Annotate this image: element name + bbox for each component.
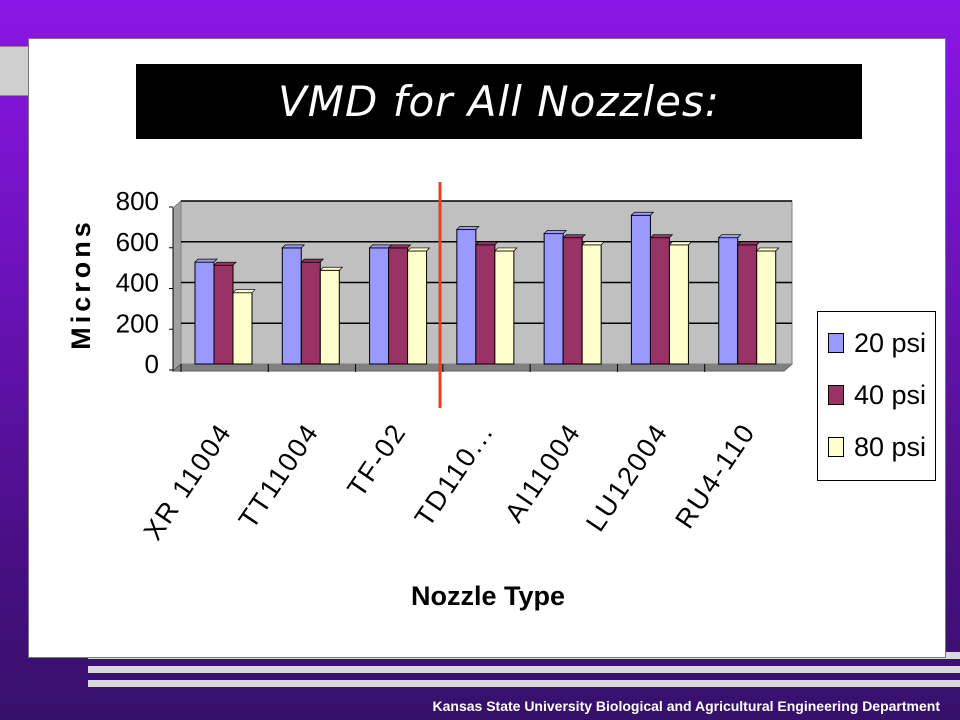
chart-legend: 20 psi 40 psi 80 psi	[817, 311, 936, 481]
x-tick-label: TD110...	[409, 418, 500, 532]
bar-80-psi	[494, 250, 515, 365]
bar-40-psi	[737, 244, 758, 365]
footer-text: Kansas State University Biological and A…	[432, 698, 941, 714]
bar-top-face	[649, 234, 674, 239]
bar-top-face	[456, 226, 480, 230]
legend-item: 20 psi	[828, 328, 926, 358]
bar-20-psi	[194, 261, 215, 365]
bar-top-face	[319, 266, 344, 271]
bar-20-psi	[369, 247, 390, 365]
bar-40-psi	[213, 264, 234, 365]
bar-40-psi	[475, 244, 496, 365]
x-tick-label: XR 11004	[138, 418, 238, 546]
legend-label: 20 psi	[854, 327, 927, 358]
bar-20-psi	[630, 214, 651, 365]
x-tick-label: AI11004	[499, 418, 587, 528]
y-tick-label: 600	[116, 227, 159, 257]
bar-40-psi	[562, 237, 583, 365]
y-axis-title: Microns	[66, 218, 96, 350]
legend-item: 80 psi	[828, 432, 926, 462]
bar-80-psi	[668, 244, 689, 365]
legend-item: 40 psi	[828, 380, 926, 410]
y-tick-label: 0	[145, 349, 159, 379]
bar-top-face	[281, 244, 306, 249]
bar-top-face	[543, 230, 567, 234]
bar-20-psi	[281, 247, 302, 365]
legend-label: 40 psi	[854, 379, 927, 410]
bar-20-psi	[718, 237, 739, 365]
x-axis-title: Nozzle Type	[411, 581, 565, 611]
bar-top-face	[581, 241, 605, 246]
x-tick-label: TF-02	[341, 418, 412, 503]
title-banner: VMD for All Nozzles:	[136, 64, 862, 139]
legend-swatch	[828, 333, 844, 353]
bar-top-face	[213, 261, 237, 266]
bar-40-psi	[300, 261, 321, 365]
bar-top-face	[494, 247, 518, 252]
y-tick-label: 400	[116, 268, 159, 298]
x-tick-label: TT11004	[233, 418, 325, 534]
legend-swatch	[828, 385, 844, 405]
y-tick-label: 800	[116, 186, 159, 216]
bar-top-face	[755, 247, 780, 252]
bar-top-face	[717, 234, 742, 239]
x-tick-label: RU4-110	[669, 418, 761, 534]
bar-top-face	[562, 234, 586, 239]
bar-80-psi	[407, 250, 428, 365]
bar-20-psi	[543, 233, 564, 365]
bar-40-psi	[388, 247, 409, 365]
bar-top-face	[668, 241, 693, 246]
bar-top-face	[475, 241, 499, 246]
bar-40-psi	[649, 237, 670, 365]
plot-side-wall	[172, 199, 182, 373]
bar-top-face	[406, 247, 431, 252]
legend-label: 80 psi	[854, 431, 927, 462]
bar-top-face	[387, 244, 412, 249]
bar-top-face	[736, 241, 761, 246]
bar-80-psi	[756, 250, 777, 365]
x-tick-label: LU12004	[580, 418, 674, 537]
slide-title: VMD for All Nozzles:	[278, 77, 720, 126]
bar-80-psi	[232, 292, 253, 365]
plot-floor	[171, 363, 794, 372]
bar-top-face	[232, 289, 256, 294]
legend-swatch	[828, 437, 844, 457]
bar-80-psi	[581, 244, 602, 365]
bar-80-psi	[319, 269, 340, 365]
slide-tab	[0, 46, 29, 96]
bar-top-face	[630, 211, 655, 216]
bar-top-face	[194, 258, 218, 263]
bar-20-psi	[456, 229, 477, 365]
y-tick-label: 200	[116, 308, 159, 338]
bar-top-face	[300, 258, 325, 263]
